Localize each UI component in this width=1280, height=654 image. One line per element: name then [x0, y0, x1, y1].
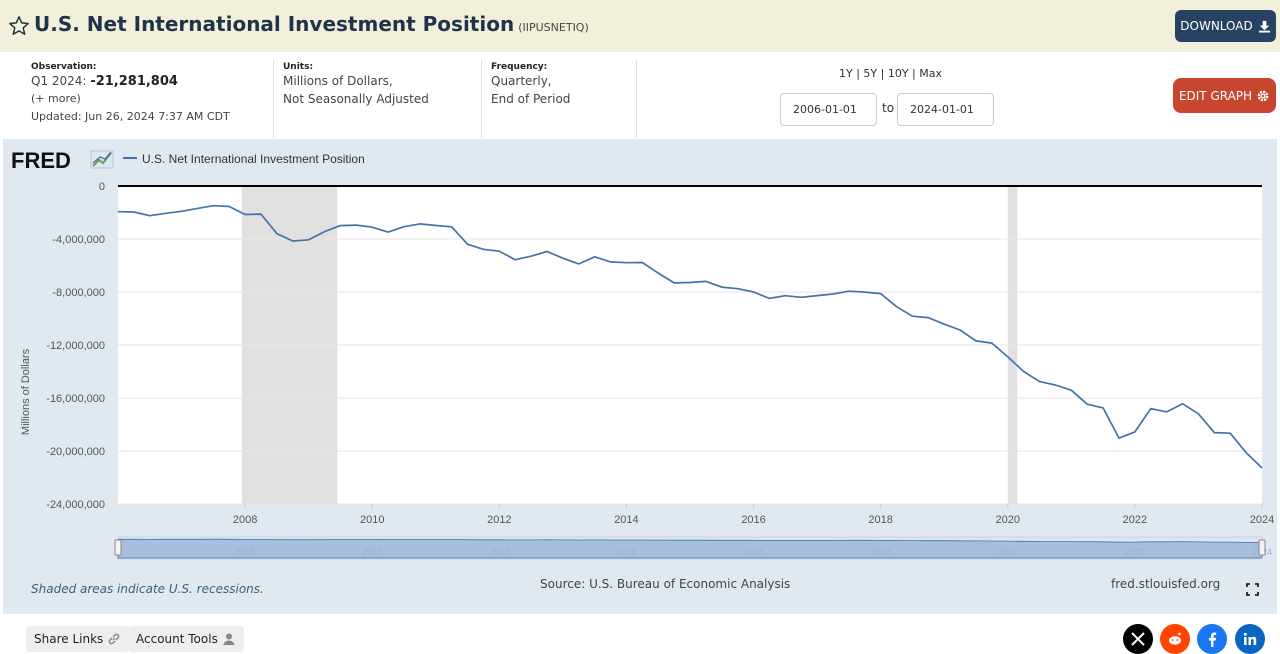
observation-period: Q1 2024:	[31, 74, 87, 88]
chart-panel: FRED U.S. Net International Investment P…	[3, 139, 1277, 614]
facebook-logo	[1209, 632, 1217, 647]
user-icon	[223, 633, 235, 645]
y-axis-ticks: 0 -4,000,000 -8,000,000 -12,000,000 -16,000,…	[46, 181, 105, 511]
share-links-button[interactable]: Share Links	[26, 626, 130, 652]
series-title: U.S. Net International Investment Positi…	[34, 12, 515, 36]
observation-label: Observation:	[31, 62, 97, 72]
navigator-right-handle[interactable]	[1258, 539, 1266, 556]
x-axis-ticks: 2008 2010 2012 2014 2016 2018 2020 2022 2024	[233, 504, 1274, 526]
fullscreen-icon[interactable]	[1246, 583, 1259, 596]
start-date-input[interactable]	[780, 93, 877, 126]
range-5y[interactable]: 5Y	[863, 67, 878, 80]
title-bar: U.S. Net International Investment Positi…	[0, 0, 1280, 52]
frequency-line2: End of Period	[491, 92, 571, 106]
y-tick-label: -12,000,000	[46, 340, 105, 352]
x-tick-label: 2020	[996, 514, 1020, 526]
navigator-left-handle[interactable]	[114, 539, 122, 556]
y-tick-label: -4,000,000	[52, 234, 105, 246]
legend-label: U.S. Net International Investment Positi…	[142, 152, 365, 166]
divider	[273, 60, 274, 138]
edit-graph-button[interactable]: EDIT GRAPH	[1173, 78, 1276, 113]
download-button[interactable]: DOWNLOAD	[1175, 10, 1276, 42]
y-tick-label: -20,000,000	[46, 446, 105, 458]
x-tick-label: 2022	[1123, 514, 1147, 526]
page-title: U.S. Net International Investment Positi…	[34, 12, 589, 36]
y-tick-label: 0	[99, 181, 105, 193]
x-tick-label: 2016	[741, 514, 765, 526]
x-tick-label: 2010	[360, 514, 384, 526]
linkedin-share-icon[interactable]	[1235, 624, 1265, 654]
site-link[interactable]: fred.stlouisfed.org	[1111, 577, 1221, 591]
series-id: (IIPUSNETIQ)	[518, 21, 589, 34]
navigator-tick-label: 2008	[235, 547, 255, 557]
divider	[481, 60, 482, 138]
observation-line: Q1 2024: -21,281,804	[31, 72, 230, 91]
navigator-tick-label: 2010	[362, 547, 382, 557]
navigator-tick-label: 2020	[998, 547, 1018, 557]
units-line2: Not Seasonally Adjusted	[283, 92, 429, 106]
units-line1: Millions of Dollars,	[283, 74, 393, 88]
x-tick-label: 2024	[1250, 514, 1274, 526]
y-tick-label: -8,000,000	[52, 287, 105, 299]
observation-value: -21,281,804	[90, 74, 178, 89]
recession-note: Shaded areas indicate U.S. recessions.	[31, 582, 264, 596]
facebook-share-icon[interactable]	[1197, 624, 1227, 654]
share-links-label: Share Links	[34, 632, 104, 646]
end-date-input[interactable]	[897, 93, 994, 126]
divider	[636, 60, 637, 138]
edit-graph-label: EDIT GRAPH	[1178, 88, 1253, 103]
observation-block: Observation: Q1 2024: -21,281,804 (+ mor…	[31, 62, 230, 127]
range-options: 1Y | 5Y | 10Y | Max	[839, 67, 943, 80]
range-10y[interactable]: 10Y	[887, 67, 909, 80]
frequency-block: Frequency: Quarterly, End of Period	[491, 62, 570, 108]
fred-logo-text: FRED	[11, 148, 71, 173]
chart-canvas: FRED U.S. Net International Investment P…	[11, 148, 1274, 560]
linkedin-logo	[1243, 632, 1257, 645]
account-tools-button[interactable]: Account Tools	[128, 626, 244, 652]
link-icon	[108, 633, 120, 645]
download-label: DOWNLOAD	[1180, 19, 1253, 33]
x-share-icon[interactable]	[1123, 624, 1153, 654]
frequency-line1: Quarterly,	[491, 74, 552, 88]
series-line[interactable]	[117, 204, 1263, 469]
star-icon[interactable]	[8, 15, 30, 37]
y-tick-label: -24,000,000	[46, 499, 105, 511]
units-block: Units: Millions of Dollars, Not Seasonal…	[283, 62, 429, 108]
reddit-logo	[1169, 632, 1181, 645]
download-icon	[1258, 20, 1270, 33]
navigator-tick-label: 2014	[616, 547, 636, 557]
x-logo	[1131, 632, 1145, 646]
fred-logo: FRED	[11, 148, 114, 173]
updated-text: Updated: Jun 26, 2024 7:37 AM CDT	[31, 110, 230, 123]
navigator-tick-label: 2016	[744, 547, 764, 557]
x-tick-label: 2018	[868, 514, 892, 526]
fred-logo-icon	[90, 150, 114, 169]
navigator-tick-label: 2018	[871, 547, 891, 557]
x-tick-label: 2014	[614, 514, 638, 526]
to-label: to	[882, 101, 895, 115]
x-tick-label: 2008	[233, 514, 257, 526]
navigator-tick-label: 2012	[489, 547, 509, 557]
gear-icon	[1257, 90, 1269, 101]
navigator-tick-label: 2022	[1125, 547, 1145, 557]
units-label: Units:	[283, 62, 314, 72]
x-tick-label: 2012	[487, 514, 511, 526]
more-link[interactable]: (+ more)	[31, 92, 81, 105]
range-max[interactable]: Max	[919, 67, 943, 80]
source-text: Source: U.S. Bureau of Economic Analysis	[540, 577, 791, 591]
range-1y[interactable]: 1Y	[839, 67, 853, 80]
reddit-share-icon[interactable]	[1160, 624, 1190, 654]
account-tools-label: Account Tools	[136, 632, 218, 646]
y-axis-title: Millions of Dollars	[20, 348, 32, 435]
navigator-series	[117, 538, 1263, 559]
y-tick-label: -16,000,000	[46, 393, 105, 405]
frequency-label: Frequency:	[491, 62, 548, 72]
